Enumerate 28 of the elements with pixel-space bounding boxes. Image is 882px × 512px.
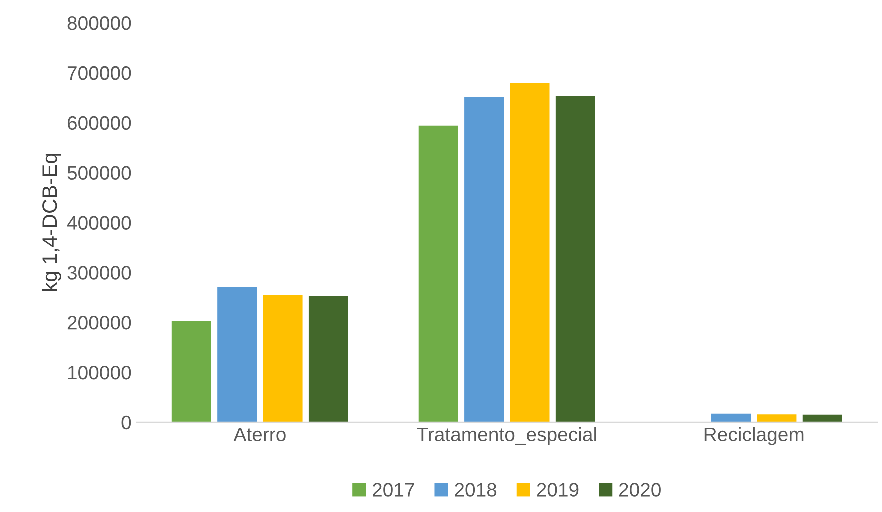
bar [510,82,550,422]
bar [556,96,596,422]
y-tick-label: 800000 [68,16,132,30]
y-tick-label: 200000 [68,316,132,330]
bar [802,414,842,422]
legend-label: 2018 [455,483,497,497]
bar [464,97,504,422]
bar [172,321,212,422]
y-tick-label: 300000 [68,266,132,280]
x-tick-label: Reciclagem [704,427,804,446]
x-tick-label: Aterro [234,428,286,442]
bar [418,126,458,422]
y-tick-label: 600000 [68,116,132,130]
y-tick-label: 0 [122,416,132,430]
legend-label: 2017 [373,483,414,497]
bar [712,414,752,422]
bar [263,295,303,422]
bar [308,296,348,422]
y-tick-label: 100000 [68,366,132,380]
legend-label: 2019 [537,483,579,497]
bar [757,414,797,422]
y-axis-title: kg 1,4-DCB-Eq [42,154,62,292]
x-tick-label: Tratamento_especial [417,427,596,446]
y-tick-label: 400000 [67,216,132,230]
y-tick-label: 500000 [68,166,132,180]
bar [218,287,258,422]
y-tick-label: 700000 [68,66,132,80]
legend-label: 2020 [619,483,661,497]
